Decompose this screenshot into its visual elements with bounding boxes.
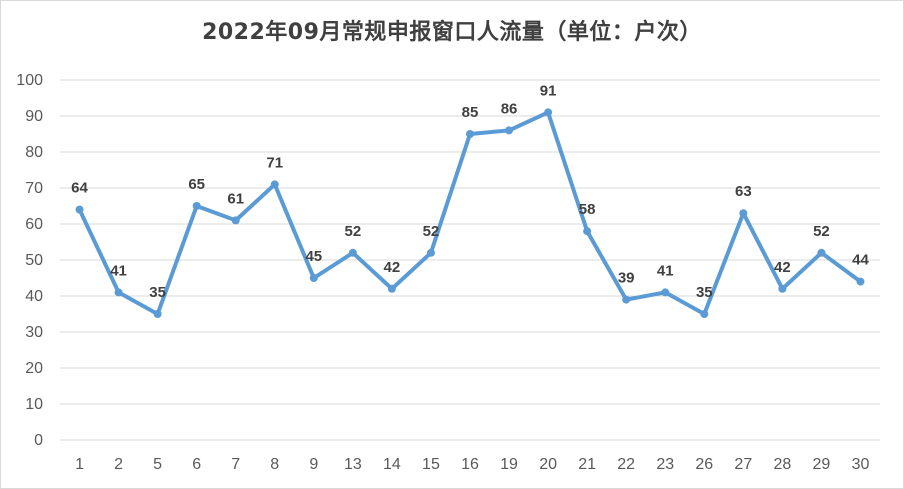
x-tick-label: 30	[852, 456, 870, 473]
data-label: 45	[305, 248, 322, 265]
data-label: 52	[813, 223, 830, 240]
x-axis-ticks: 1 2 5 6 7 8 9 13 14 15 16 19 20 21 22 23 26 27 28 29 30	[75, 456, 869, 473]
y-tick-label: 10	[25, 396, 43, 413]
data-label: 86	[501, 100, 518, 117]
data-point	[583, 227, 592, 236]
y-tick-label: 70	[25, 180, 43, 197]
x-tick-label: 20	[539, 456, 557, 473]
data-point	[270, 180, 279, 189]
data-point	[661, 288, 670, 297]
data-point	[153, 310, 162, 318]
data-point	[856, 277, 865, 286]
x-tick-label: 15	[422, 456, 440, 473]
data-label: 44	[852, 252, 869, 269]
gridlines	[60, 79, 880, 441]
data-point	[114, 288, 123, 297]
data-label: 61	[227, 190, 244, 207]
data-point	[544, 108, 553, 117]
data-point	[75, 205, 84, 214]
x-tick-label: 2	[114, 456, 123, 473]
data-label: 71	[266, 154, 283, 171]
data-point	[739, 209, 748, 218]
y-tick-label: 40	[25, 288, 43, 305]
data-label: 42	[774, 259, 791, 276]
data-point	[387, 284, 396, 293]
y-tick-label: 100	[16, 72, 43, 89]
x-tick-label: 21	[578, 456, 596, 473]
data-label: 52	[345, 223, 362, 240]
x-tick-label: 6	[192, 456, 201, 473]
data-point	[622, 295, 631, 304]
data-label: 64	[71, 180, 88, 197]
data-label: 85	[462, 104, 479, 121]
x-tick-label: 26	[695, 456, 713, 473]
x-tick-label: 29	[813, 456, 831, 473]
data-label: 63	[735, 183, 752, 200]
data-point	[817, 248, 826, 257]
data-point	[231, 216, 240, 225]
data-label: 35	[696, 284, 713, 301]
y-tick-label: 30	[25, 324, 43, 341]
data-point	[700, 310, 709, 318]
y-tick-label: 60	[25, 216, 43, 233]
data-point	[192, 202, 201, 210]
x-tick-label: 14	[383, 456, 401, 473]
x-tick-label: 19	[500, 456, 518, 473]
data-label: 91	[540, 82, 557, 99]
y-tick-label: 20	[25, 360, 43, 377]
data-label: 52	[423, 223, 440, 240]
y-tick-label: 80	[25, 144, 43, 161]
y-tick-label: 0	[34, 432, 43, 449]
x-tick-label: 22	[617, 456, 635, 473]
data-label: 41	[110, 262, 127, 279]
x-tick-label: 23	[656, 456, 674, 473]
x-tick-label: 8	[270, 456, 279, 473]
x-tick-label: 5	[153, 456, 162, 473]
x-tick-label: 27	[734, 456, 752, 473]
x-tick-label: 1	[75, 456, 84, 473]
x-tick-label: 7	[231, 456, 240, 473]
y-axis-ticks: 0 10 20 30 40 50 60 70 80 90 100	[16, 72, 43, 449]
x-tick-label: 16	[461, 456, 479, 473]
series-group	[75, 108, 865, 318]
data-point	[778, 284, 787, 293]
data-label: 39	[618, 270, 635, 287]
x-tick-label: 9	[309, 456, 318, 473]
data-point	[466, 130, 474, 138]
data-point	[505, 126, 514, 135]
chart-title: 2022年09月常规申报窗口人流量（单位：户次）	[202, 20, 702, 45]
y-tick-label: 90	[25, 108, 43, 125]
data-point	[426, 248, 435, 257]
data-label: 41	[657, 262, 674, 279]
data-label: 65	[188, 176, 205, 193]
x-tick-label: 13	[344, 456, 362, 473]
data-label: 58	[579, 201, 596, 218]
x-tick-label: 28	[773, 456, 791, 473]
data-point	[348, 248, 357, 257]
data-label: 35	[149, 284, 166, 301]
data-label: 42	[384, 259, 401, 276]
data-labels: 64 41 35 65 61 71 45 52 42 52 85 86 91 58 39 41 35 63 42 52…	[71, 82, 869, 301]
y-tick-label: 50	[25, 252, 43, 269]
data-point	[309, 274, 318, 282]
